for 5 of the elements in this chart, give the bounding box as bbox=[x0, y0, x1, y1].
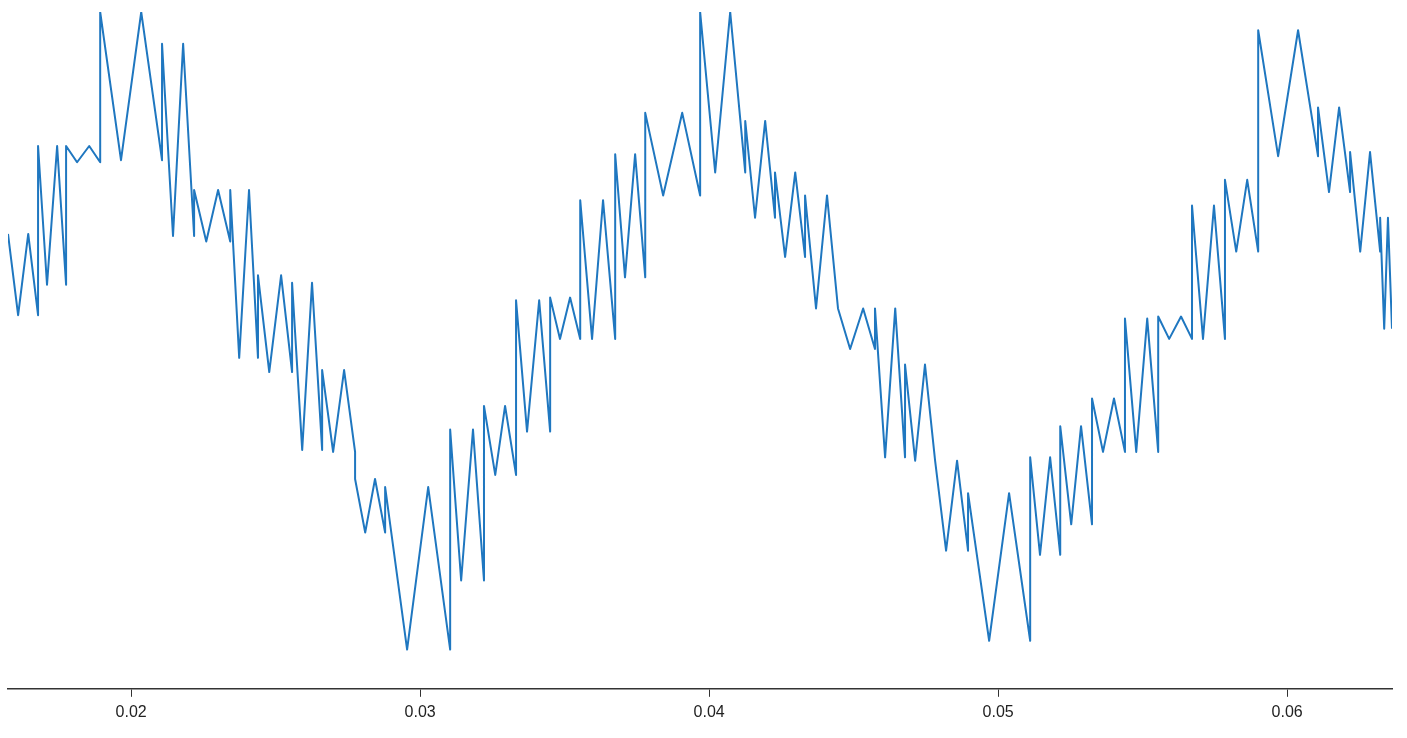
x-tick-label: 0.03 bbox=[404, 702, 436, 720]
x-tick-label: 0.05 bbox=[982, 702, 1014, 720]
x-tick-label: 0.02 bbox=[115, 702, 147, 720]
x-tick-label: 0.06 bbox=[1271, 702, 1303, 720]
x-tick-label: 0.04 bbox=[693, 702, 725, 720]
